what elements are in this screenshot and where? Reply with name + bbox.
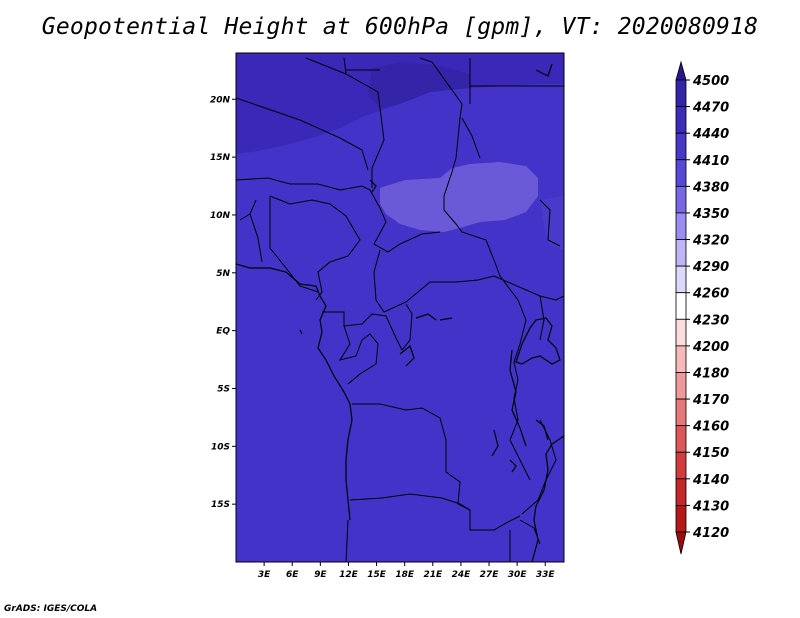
colorbar-segment: [675, 292, 687, 320]
coastlines: [236, 63, 564, 562]
lon-label: 6E: [286, 570, 299, 580]
map-fill-high-patch: [368, 62, 470, 108]
lon-label: 27E: [480, 570, 500, 580]
colorbar-segment: [675, 345, 687, 373]
map-fill-mid-east: [540, 196, 564, 250]
lon-label: 15E: [367, 570, 387, 580]
grads-credit: GrADS: IGES/COLA: [4, 604, 98, 614]
map-frame: [235, 52, 565, 563]
colorbar-label: 4470: [692, 101, 729, 116]
lon-label: 24E: [452, 570, 472, 580]
colorbar-segment: [675, 398, 687, 427]
colorbar-bottom-arrow: [675, 531, 687, 555]
lat-label: 15S: [211, 500, 230, 510]
colorbar-segment: [675, 159, 687, 187]
lon-label: 21E: [423, 570, 443, 580]
map-fill-low-sudan: [380, 162, 538, 232]
colorbar: 4500 4470 4440 4410 4380 4350 4320 4290 4260 4230…: [675, 60, 729, 555]
country-borders: [236, 57, 564, 562]
colorbar-label: 4440: [692, 127, 729, 142]
colorbar-segment: [675, 505, 687, 533]
lon-label: 30E: [508, 570, 528, 580]
colorbar-segment: [675, 185, 687, 214]
colorbar-segment: [675, 212, 687, 240]
longitude-axis: 3E 6E 9E 12E 15E 18E 21E 24E 27E 30E 33E: [258, 562, 556, 580]
latitude-axis: 20N 15N 10N 5N EQ 5S 10S 15S: [210, 95, 236, 510]
colorbar-top-arrow: [675, 60, 687, 81]
colorbar-label: 4230: [692, 313, 729, 328]
colorbar-label: 4130: [692, 499, 729, 514]
colorbar-segment: [675, 239, 687, 267]
colorbar-label: 4200: [692, 340, 729, 355]
colorbar-label: 4120: [692, 526, 729, 541]
colorbar-segment: [675, 425, 687, 453]
colorbar-label: 4150: [692, 446, 729, 461]
lat-label: 15N: [210, 153, 231, 163]
colorbar-segment: [675, 106, 687, 134]
colorbar-label: 4350: [692, 207, 729, 222]
colorbar-label: 4160: [692, 420, 729, 435]
colorbar-label: 4410: [692, 154, 729, 169]
colorbar-label: 4140: [692, 473, 729, 488]
lon-label: 9E: [314, 570, 327, 580]
lon-label: 3E: [258, 570, 271, 580]
lat-label: 10N: [210, 211, 231, 221]
colorbar-label: 4380: [692, 180, 729, 195]
lat-label: EQ: [216, 327, 230, 337]
lon-label: 18E: [395, 570, 415, 580]
lon-label: 12E: [339, 570, 359, 580]
colorbar-segment: [675, 372, 687, 400]
colorbar-segment: [675, 132, 687, 161]
colorbar-segment: [675, 318, 687, 347]
colorbar-label: 4180: [692, 366, 729, 381]
colorbar-segment: [675, 265, 687, 294]
lat-label: 20N: [210, 95, 231, 105]
colorbar-label: 4290: [692, 260, 729, 275]
lat-label: 5N: [216, 269, 230, 279]
lat-label: 10S: [211, 442, 230, 452]
lat-label: 5S: [217, 384, 230, 394]
colorbar-label: 4500: [692, 74, 729, 89]
map-panel: [236, 53, 564, 562]
colorbar-label: 4170: [692, 393, 729, 408]
colorbar-segment: [675, 451, 687, 480]
colorbar-segment: [675, 478, 687, 506]
colorbar-label: 4260: [692, 287, 729, 302]
lon-label: 33E: [536, 570, 556, 580]
map-title: Geopotential Height at 600hPa [gpm], VT:…: [41, 14, 759, 40]
colorbar-label: 4320: [692, 234, 729, 249]
colorbar-segment: [675, 79, 687, 107]
